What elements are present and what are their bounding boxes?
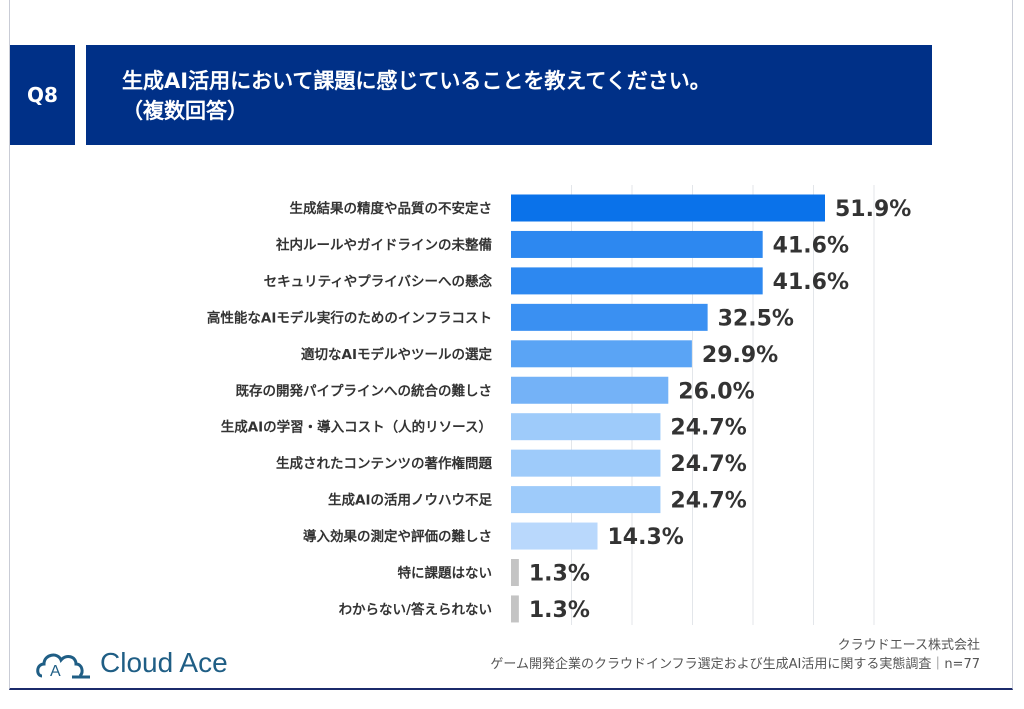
data-label: 32.5% — [718, 306, 794, 331]
bar — [511, 376, 669, 404]
bar — [511, 486, 661, 514]
bar — [511, 595, 519, 623]
category-label: 生成結果の精度や品質の不安定さ — [290, 200, 493, 217]
category-label: 適切なAIモデルやツールの選定 — [301, 346, 492, 363]
category-label: わからない/答えられない — [339, 601, 492, 618]
data-label: 14.3% — [608, 525, 684, 550]
company-name: クラウドエース株式会社 — [837, 638, 980, 653]
category-label: 生成されたコンテンツの著作権問題 — [276, 455, 492, 472]
bar — [511, 559, 519, 586]
data-label: 29.9% — [702, 343, 778, 368]
data-label: 24.7% — [670, 452, 746, 477]
category-label: セキュリティやプライバシーへの懸念 — [264, 273, 493, 290]
bar — [511, 267, 763, 295]
category-label: 導入効果の測定や評価の難しさ — [303, 528, 492, 545]
bar — [511, 230, 763, 258]
data-label: 41.6% — [773, 270, 849, 295]
question-note: （複数回答） — [122, 99, 248, 123]
survey-source: ゲーム開発企業のクラウドインフラ選定および生成AI活用に関する実態調査｜n=77 — [490, 657, 980, 672]
category-label: 社内ルールやガイドラインの未整備 — [275, 236, 492, 253]
data-label: 26.0% — [678, 379, 754, 404]
data-label: 41.6% — [773, 233, 849, 258]
bar — [511, 303, 708, 331]
cloud-icon: A — [36, 653, 90, 680]
data-label: 24.7% — [670, 416, 746, 441]
question-title: 生成AI活用において課題に感じていることを教えてください。 （複数回答） — [86, 45, 932, 145]
data-label: 1.3% — [529, 598, 590, 623]
data-label: 24.7% — [670, 489, 746, 514]
question-text: 生成AI活用において課題に感じていることを教えてください。 — [122, 69, 711, 93]
cloud-ace-logo: A Cloud Ace — [36, 646, 228, 680]
bar — [511, 194, 825, 222]
category-label: 生成AIの活用ノウハウ不足 — [328, 492, 492, 509]
svg-text:A: A — [50, 663, 61, 680]
bar — [511, 449, 661, 477]
logo-text: Cloud Ace — [100, 647, 228, 678]
question-number: Q8 — [10, 45, 75, 145]
bar — [511, 413, 661, 441]
bar — [511, 522, 598, 550]
category-label: 特に課題はない — [398, 565, 493, 582]
category-label: 高性能なAIモデル実行のためのインフラコスト — [207, 309, 492, 326]
category-label: 生成AIの学習・導入コスト（人的リソース） — [221, 419, 492, 436]
bar — [511, 340, 692, 368]
category-label: 既存の開発パイプラインへの統合の難しさ — [236, 382, 493, 399]
data-label: 1.3% — [529, 562, 590, 587]
data-label: 51.9% — [835, 197, 911, 222]
